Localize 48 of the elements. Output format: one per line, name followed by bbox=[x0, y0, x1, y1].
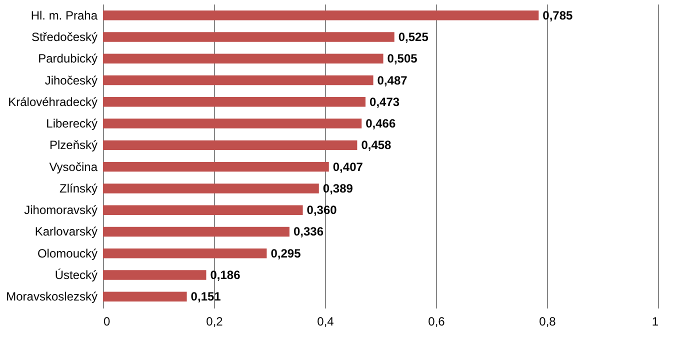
data-label: 0,186 bbox=[210, 268, 241, 282]
y-tick-label: Liberecký bbox=[46, 116, 98, 131]
bar bbox=[103, 140, 358, 150]
bar bbox=[103, 292, 187, 302]
bar bbox=[103, 75, 374, 86]
y-tick-label: Plzeňský bbox=[49, 138, 98, 152]
bar bbox=[103, 118, 362, 128]
data-label: 0,505 bbox=[387, 52, 418, 66]
x-tick-label: 0 bbox=[104, 314, 110, 328]
y-tick-label: Moravskoslezský bbox=[6, 290, 98, 304]
bar bbox=[103, 184, 319, 194]
y-tick-label: Olomoucký bbox=[37, 246, 98, 260]
data-label: 0,336 bbox=[293, 224, 324, 239]
data-label: 0,466 bbox=[366, 116, 396, 131]
bar bbox=[103, 205, 303, 215]
y-tick-label: Středočeský bbox=[31, 30, 98, 44]
y-tick-label: Hl. m. Praha bbox=[30, 8, 98, 22]
data-label: 0,473 bbox=[370, 94, 400, 109]
data-label: 0,389 bbox=[322, 181, 354, 196]
y-tick-label: Vysočina bbox=[49, 160, 98, 174]
data-label: 0,458 bbox=[361, 138, 392, 152]
bar bbox=[103, 270, 206, 280]
y-tick-label: Jihomoravský bbox=[24, 203, 98, 218]
x-tick-label: 0,8 bbox=[539, 314, 556, 328]
bar bbox=[103, 162, 329, 172]
bar bbox=[103, 10, 539, 20]
bar bbox=[103, 226, 290, 237]
data-label: 0,525 bbox=[398, 30, 429, 44]
x-tick-label: 0,6 bbox=[428, 314, 446, 328]
y-tick-label: Zlínský bbox=[59, 181, 98, 196]
y-tick-label: Karlovarský bbox=[34, 224, 98, 239]
data-label: 0,487 bbox=[377, 73, 408, 88]
data-label: 0,407 bbox=[332, 160, 364, 174]
bar bbox=[103, 32, 394, 42]
bar bbox=[103, 54, 384, 64]
x-tick-label: 0,2 bbox=[206, 314, 224, 328]
data-label: 0,295 bbox=[270, 246, 302, 260]
y-tick-label: Jihočeský bbox=[44, 73, 98, 88]
data-label: 0,151 bbox=[190, 290, 222, 304]
bar bbox=[103, 97, 366, 107]
x-tick-label: 1 bbox=[652, 314, 659, 328]
data-label: 0,785 bbox=[542, 8, 574, 22]
bar bbox=[103, 248, 267, 258]
data-label: 0,360 bbox=[306, 203, 338, 218]
x-tick-label: 0,4 bbox=[317, 314, 334, 328]
y-tick-label: Ústecký bbox=[54, 268, 98, 282]
y-tick-label: Pardubický bbox=[38, 52, 98, 66]
y-tick-label: Královéhradecký bbox=[8, 94, 98, 109]
